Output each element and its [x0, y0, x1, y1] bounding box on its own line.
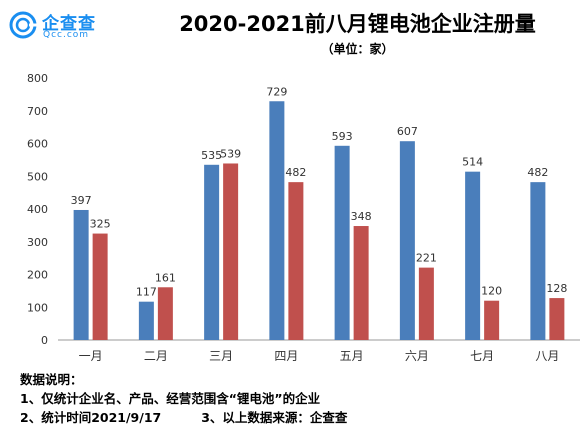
notes-line-2b: 3、以上数据来源：企查查 [201, 410, 348, 425]
data-notes: 数据说明： 1、仅统计企业名、产品、经营范围含“锂电池”的企业 2、统计时间20… [20, 370, 347, 427]
x-tick-label: 三月 [209, 349, 233, 363]
bar-series-2 [157, 287, 173, 340]
bar-series-2 [549, 298, 565, 340]
bar-series-1 [334, 145, 350, 340]
data-label: 221 [416, 252, 437, 265]
data-label: 117 [136, 286, 157, 299]
bar-series-1 [138, 301, 154, 340]
notes-line-1: 1、仅统计企业名、产品、经营范围含“锂电池”的企业 [20, 391, 321, 406]
bar-series-2 [353, 226, 369, 340]
y-tick-label: 400 [27, 203, 48, 216]
data-label: 120 [481, 285, 502, 298]
bar-series-2 [288, 182, 304, 340]
data-label: 607 [397, 125, 418, 138]
data-label: 325 [90, 218, 111, 231]
qcc-logo: 企查查 Qcc.com [8, 8, 128, 44]
chart-title: 2020-2021前八月锂电池企业注册量 [179, 12, 536, 36]
bar-series-2 [223, 163, 239, 340]
x-tick-label: 二月 [144, 349, 168, 363]
bar-series-1 [530, 182, 546, 340]
data-label: 161 [155, 271, 176, 284]
bar-series-2 [484, 300, 500, 340]
data-label: 482 [527, 166, 548, 179]
bar-series-2 [418, 267, 434, 340]
data-label: 348 [351, 210, 372, 223]
y-tick-label: 500 [27, 170, 48, 183]
chart-subtitle: （单位：家） [321, 42, 394, 56]
y-tick-label: 100 [27, 301, 48, 314]
data-label: 128 [546, 282, 567, 295]
qcc-logo-icon [9, 11, 37, 39]
data-label: 593 [332, 130, 353, 143]
logo-domain: Qcc.com [43, 30, 90, 40]
y-tick-label: 600 [27, 138, 48, 151]
bar-series-1 [465, 171, 481, 340]
bar-series-1 [269, 101, 285, 340]
y-tick-label: 200 [27, 269, 48, 282]
bar-series-1 [73, 209, 89, 340]
y-tick-label: 700 [27, 105, 48, 118]
data-label: 729 [266, 85, 287, 98]
data-label: 514 [462, 156, 483, 169]
y-tick-label: 300 [27, 236, 48, 249]
x-tick-label: 七月 [470, 349, 494, 363]
x-tick-label: 四月 [274, 349, 298, 363]
data-label: 535 [201, 149, 222, 162]
y-tick-label: 0 [41, 334, 48, 347]
notes-line-2: 2、统计时间2021/9/17 3、以上数据来源：企查查 [20, 408, 347, 427]
x-tick-label: 六月 [405, 349, 429, 363]
x-tick-label: 八月 [535, 349, 559, 363]
x-tick-label: 五月 [340, 349, 364, 363]
notes-heading: 数据说明： [20, 372, 83, 387]
y-tick-label: 800 [27, 72, 48, 85]
data-label: 539 [220, 147, 241, 160]
bar-series-1 [204, 164, 220, 340]
data-label: 482 [285, 166, 306, 179]
data-label: 397 [71, 194, 92, 207]
logo-name: 企查查 [42, 14, 96, 34]
x-tick-label: 一月 [79, 349, 103, 363]
bar-series-2 [92, 233, 108, 340]
notes-line-2a: 2、统计时间2021/9/17 [20, 410, 162, 425]
bar-series-1 [399, 141, 415, 340]
